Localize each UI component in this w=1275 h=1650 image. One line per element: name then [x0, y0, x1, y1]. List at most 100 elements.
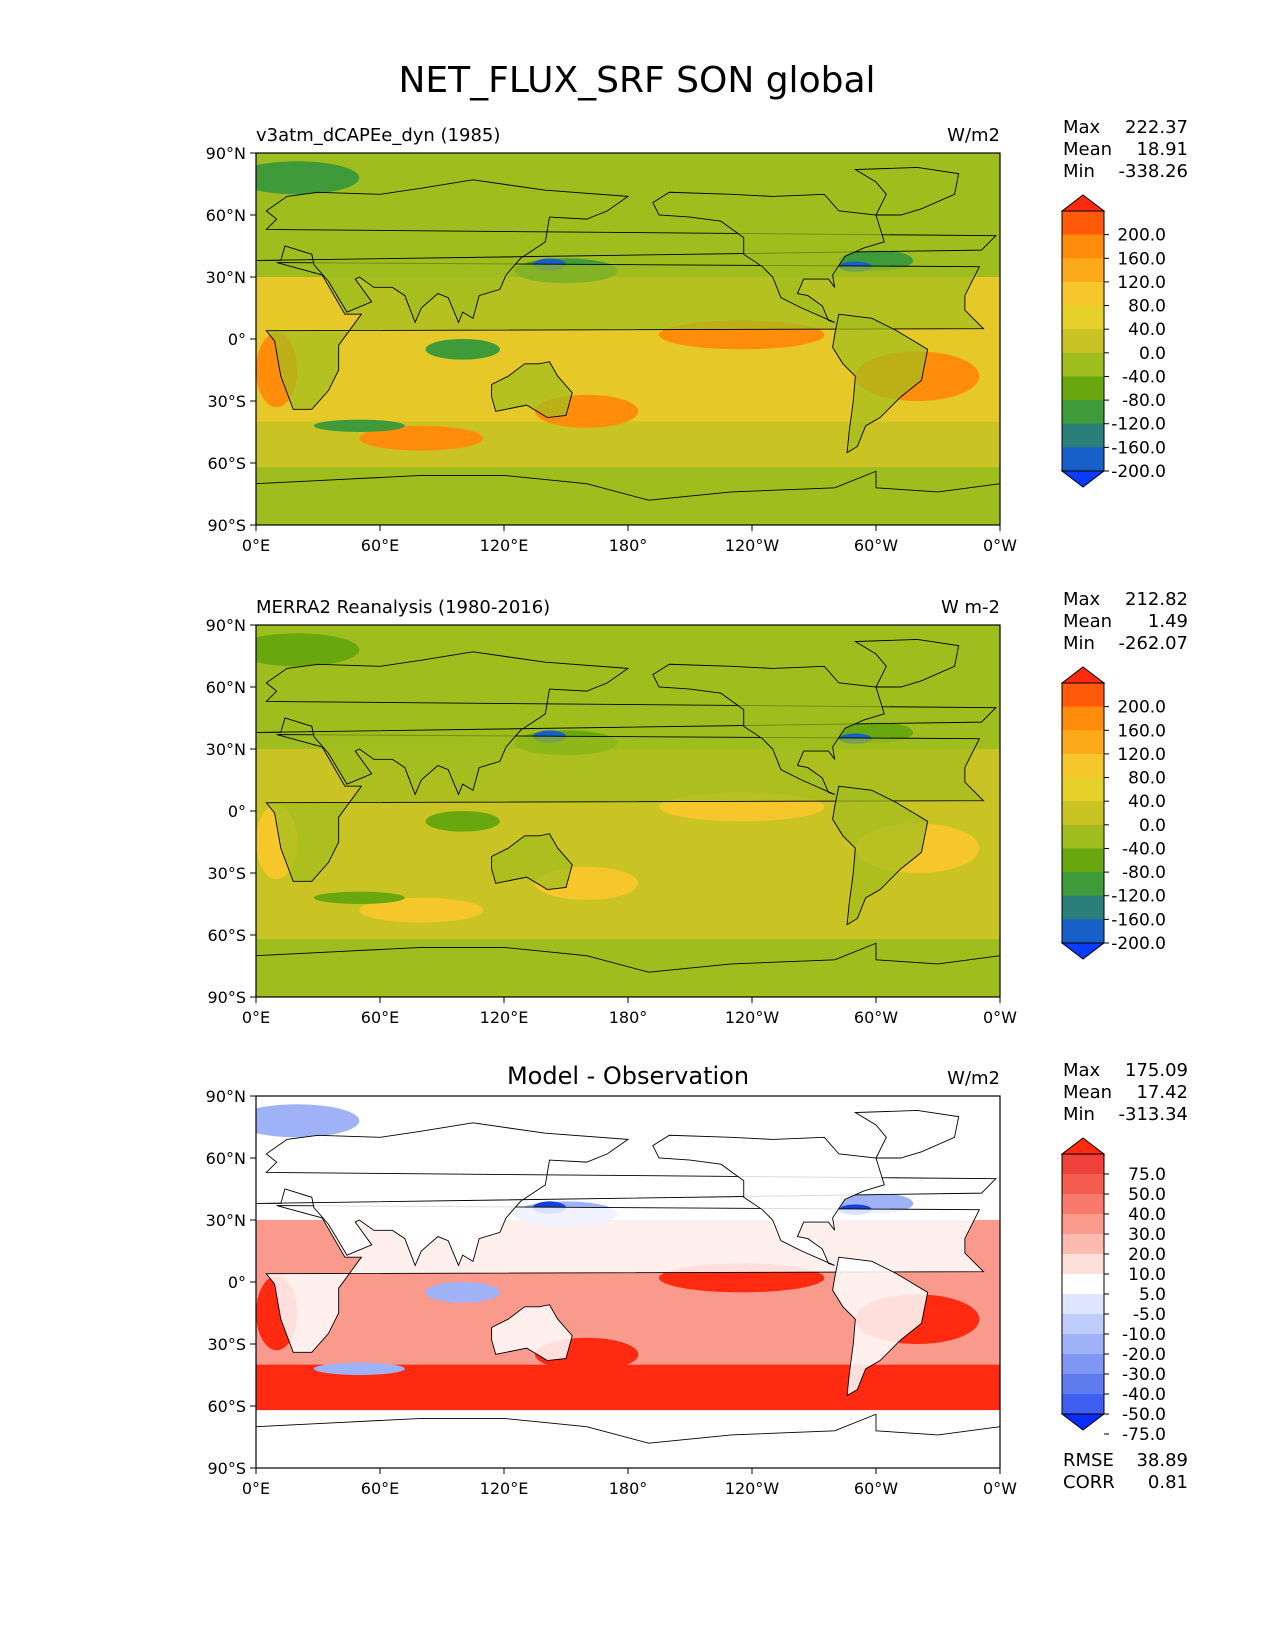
colorbar-label: -40.0	[1122, 367, 1166, 387]
colorbar-label: -160.0	[1111, 910, 1166, 930]
colorbar-label: -80.0	[1122, 863, 1166, 883]
panel-units: W/m2	[947, 1068, 1000, 1089]
coastline-eurasia	[256, 651, 997, 796]
panel-units: W/m2	[947, 125, 1000, 146]
coastline-antarctica	[256, 470, 1000, 525]
x-tick-label: 120°W	[725, 1008, 780, 1027]
x-tick-label: 180°	[609, 536, 648, 555]
colorbar-label: 80.0	[1128, 297, 1166, 317]
colorbar-label: -50.0	[1122, 1405, 1166, 1425]
colorbar-segment	[1062, 1394, 1104, 1415]
coastline-antarctica	[256, 942, 1000, 997]
x-tick-label: 180°	[609, 1008, 648, 1027]
colorbar-label: -80.0	[1122, 391, 1166, 411]
x-tick-label: 0°E	[242, 1479, 270, 1498]
colorbar-segment	[1062, 234, 1104, 259]
panel-obs: 90°N 60°N 30°N 0° 30°S 60°S 90°S0°E 60°E 120°E 18…	[206, 589, 1188, 1027]
y-tick-label: 60°S	[207, 454, 246, 473]
warm-anomaly	[359, 425, 484, 451]
colorbar-segment	[1062, 1314, 1104, 1335]
y-tick-label: 60°N	[206, 1149, 246, 1168]
colorbar-label: 40.0	[1128, 320, 1166, 340]
colorbar-lower-extend	[1060, 942, 1106, 960]
colorbar-segment	[1062, 753, 1104, 779]
stat-mean-label: Mean	[1063, 1082, 1112, 1103]
x-tick-label: 60°E	[361, 1479, 399, 1498]
colorbar-segment	[1062, 872, 1104, 897]
colorbar-segment	[1062, 824, 1104, 849]
colorbar-segment	[1062, 1334, 1104, 1355]
stat-max-value: 212.82	[1125, 589, 1188, 610]
y-tick-label: 0°	[228, 330, 246, 349]
colorbar-label: 0.0	[1139, 816, 1166, 836]
coastline-greenland	[853, 639, 960, 688]
colorbar-segment	[1062, 423, 1104, 448]
colorbar-segment	[1062, 1354, 1104, 1375]
colorbar-label: -120.0	[1111, 415, 1166, 435]
panel-left-title: v3atm_dCAPEe_dyn (1985)	[256, 125, 500, 146]
stat-min-label: Min	[1063, 1104, 1095, 1125]
cool-anomaly	[256, 633, 360, 667]
colorbar-label: 160.0	[1117, 721, 1166, 741]
stat-min-value: -313.34	[1119, 1104, 1188, 1125]
colorbar-segment	[1062, 305, 1104, 330]
y-tick-label: 0°	[228, 1273, 246, 1292]
warm-anomaly	[359, 897, 484, 923]
stat-rmse-label: RMSE	[1063, 1450, 1114, 1471]
stat-mean-label: Mean	[1063, 139, 1112, 160]
stat-max-label: Max	[1063, 117, 1101, 138]
colorbar-segment	[1062, 329, 1104, 354]
colorbar-label: 40.0	[1128, 792, 1166, 812]
x-tick-label: 180°	[609, 1479, 648, 1498]
y-tick-label: 60°S	[207, 1397, 246, 1416]
colorbar-segment	[1062, 777, 1104, 802]
coastline-eurasia	[256, 1122, 997, 1267]
colorbar-lower-extend	[1060, 1413, 1106, 1431]
colorbar-segment	[1062, 1154, 1104, 1175]
colorbar-label: 120.0	[1117, 273, 1166, 293]
warm-anomaly	[359, 1368, 484, 1394]
coastline-namerica	[652, 1134, 885, 1266]
colorbar-upper-extend	[1060, 1137, 1106, 1155]
colorbar-label: 20.0	[1128, 1245, 1166, 1265]
colorbar-segment	[1062, 706, 1104, 731]
y-tick-label: 30°N	[206, 1211, 246, 1230]
x-tick-label: 0°E	[242, 536, 270, 555]
colorbar-label: 5.0	[1139, 1285, 1166, 1305]
colorbar-label: -20.0	[1122, 1345, 1166, 1365]
map-field	[256, 625, 1000, 997]
x-tick-label: 120°E	[480, 536, 529, 555]
stat-max-label: Max	[1063, 1060, 1101, 1081]
x-tick-label: 0°W	[983, 1479, 1017, 1498]
coastline-namerica	[652, 663, 885, 795]
map-field	[256, 153, 1000, 525]
coastline-samerica	[832, 313, 929, 454]
colorbar-label: -10.0	[1122, 1325, 1166, 1345]
colorbar-segment	[1062, 1254, 1104, 1275]
cool-anomaly	[256, 161, 360, 195]
colorbar-label: -40.0	[1122, 839, 1166, 859]
colorbar-label: 200.0	[1117, 698, 1166, 718]
colorbar-label: 120.0	[1117, 745, 1166, 765]
colorbar-segment	[1062, 352, 1104, 377]
colorbar-segment	[1062, 400, 1104, 425]
stat-min-label: Min	[1063, 633, 1095, 654]
panel-diff: 90°N 60°N 30°N 0° 30°S 60°S 90°S0°E 60°E 120°E 18…	[206, 1060, 1188, 1498]
y-tick-label: 90°N	[206, 144, 246, 163]
coastline-samerica	[832, 1256, 929, 1397]
x-tick-label: 60°E	[361, 536, 399, 555]
coastline-australia	[491, 361, 573, 418]
colorbar-label: 50.0	[1128, 1185, 1166, 1205]
stat-mean-label: Mean	[1063, 611, 1112, 632]
coastline-antarctica	[256, 1413, 1000, 1468]
x-tick-label: 120°W	[725, 536, 780, 555]
coastline-samerica	[832, 785, 929, 926]
cool-anomaly	[425, 339, 500, 360]
panel-center-title: Model - Observation	[507, 1062, 749, 1090]
colorbar-label: 75.0	[1128, 1165, 1166, 1185]
cool-anomaly	[425, 811, 500, 832]
stat-rmse-value: 38.89	[1136, 1450, 1188, 1471]
cool-anomaly	[313, 1362, 405, 1376]
coastline-eurasia	[256, 179, 997, 324]
y-tick-label: 30°N	[206, 268, 246, 287]
